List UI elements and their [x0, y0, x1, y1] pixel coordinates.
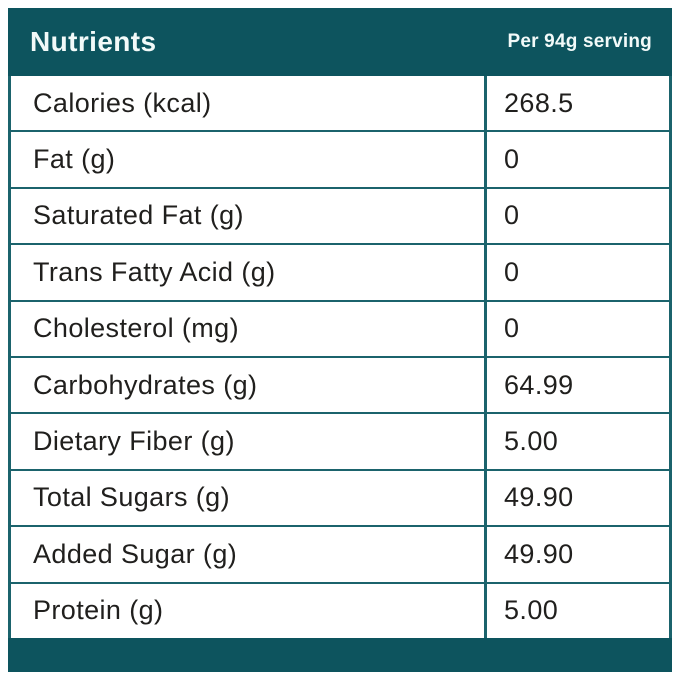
nutrient-label: Dietary Fiber (g) [11, 414, 484, 469]
table-row: Protein (g) 5.00 [11, 581, 669, 638]
table-row: Fat (g) 0 [11, 130, 669, 187]
nutrient-value: 5.00 [484, 583, 669, 638]
nutrient-label: Protein (g) [11, 583, 484, 638]
table-row: Calories (kcal) 268.5 [11, 76, 669, 131]
nutrient-value: 49.90 [484, 470, 669, 526]
nutrient-value: 0 [484, 301, 669, 356]
table-row: Total Sugars (g) 49.90 [11, 468, 669, 526]
nutrient-label: Saturated Fat (g) [11, 188, 484, 244]
nutrient-value: 5.00 [484, 414, 669, 469]
nutrient-label: Total Sugars (g) [11, 470, 484, 526]
footer-bar [8, 637, 672, 672]
nutrient-value: 0 [484, 245, 669, 300]
header-serving-label: Per 94g serving [507, 31, 652, 52]
nutrient-label: Fat (g) [11, 132, 484, 187]
nutrient-label: Cholesterol (mg) [11, 301, 484, 356]
nutrient-value: 0 [484, 188, 669, 244]
nutrient-label: Added Sugar (g) [11, 527, 484, 582]
table-row: Carbohydrates (g) 64.99 [11, 355, 669, 413]
table-row: Cholesterol (mg) 0 [11, 299, 669, 356]
nutrient-value: 0 [484, 132, 669, 187]
nutrient-label: Calories (kcal) [11, 76, 484, 131]
table-row: Added Sugar (g) 49.90 [11, 525, 669, 582]
table-row: Saturated Fat (g) 0 [11, 186, 669, 244]
nutrient-value: 64.99 [484, 357, 669, 413]
header-nutrients-label: Nutrients [30, 26, 157, 57]
nutrition-table: Nutrients Per 94g serving Calories (kcal… [8, 8, 672, 672]
nutrient-label: Trans Fatty Acid (g) [11, 245, 484, 300]
table-row: Trans Fatty Acid (g) 0 [11, 243, 669, 300]
nutrient-label: Carbohydrates (g) [11, 357, 484, 413]
table-row: Dietary Fiber (g) 5.00 [11, 412, 669, 469]
nutrient-value: 49.90 [484, 527, 669, 582]
table-header: Nutrients Per 94g serving [8, 8, 672, 76]
table-body: Calories (kcal) 268.5 Fat (g) 0 Saturate… [8, 76, 672, 638]
nutrient-value: 268.5 [484, 76, 669, 131]
